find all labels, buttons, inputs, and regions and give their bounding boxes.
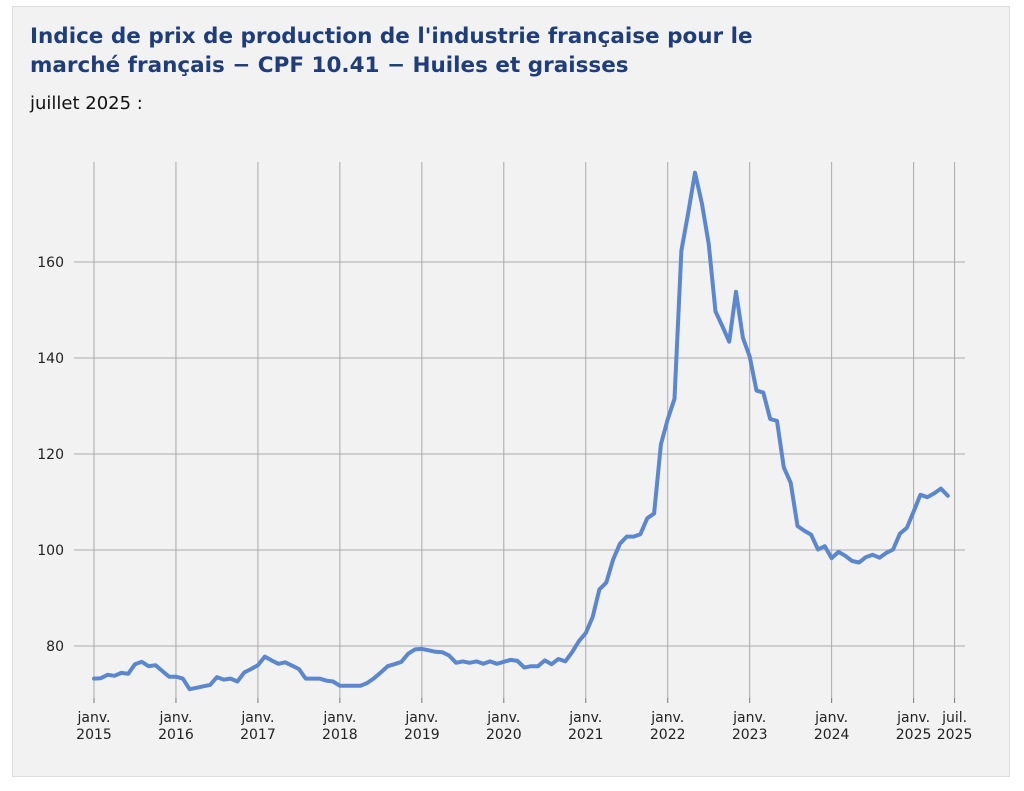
x-tick-label: janv. 2017: [240, 710, 276, 743]
chart-title: Indice de prix de production de l'indust…: [30, 24, 753, 78]
y-tick-label: 80: [46, 639, 64, 655]
x-tick-label: janv. 2020: [486, 710, 522, 743]
y-tick-label: 120: [37, 447, 64, 463]
chart-subtitle: juillet 2025 :: [30, 93, 143, 114]
y-tick-label: 100: [37, 543, 64, 559]
series-line: [92, 170, 950, 692]
chart-panel: [12, 6, 1010, 777]
y-tick-label: 140: [37, 351, 64, 367]
x-tick-label: janv. 2025: [896, 710, 932, 743]
x-tick-label: janv. 2016: [158, 710, 194, 743]
x-tick-label: juil. 2025: [937, 710, 973, 743]
x-tick-label: janv. 2015: [76, 710, 112, 743]
y-tick-label: 160: [37, 255, 64, 271]
x-tick-label: janv. 2018: [322, 710, 358, 743]
x-tick-label: janv. 2021: [568, 710, 604, 743]
x-tick-label: janv. 2023: [732, 710, 768, 743]
x-tick-label: janv. 2024: [814, 710, 850, 743]
x-tick-label: janv. 2022: [650, 710, 686, 743]
x-tick-label: janv. 2019: [404, 710, 440, 743]
